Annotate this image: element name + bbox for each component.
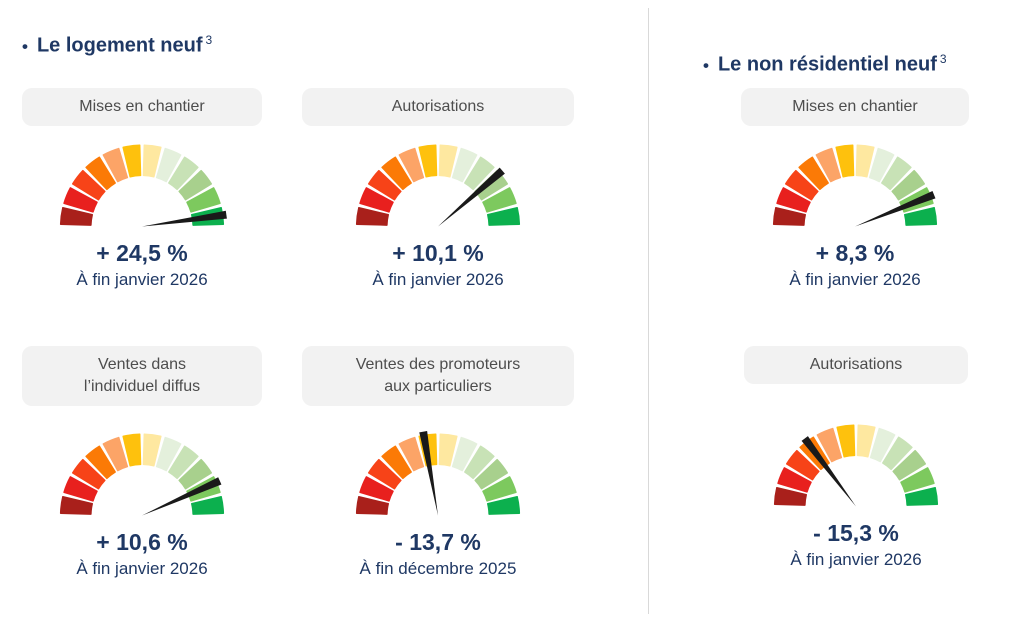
gauge-card-nonres-mises-en-chantier: Mises en chantier + 8,3 % À fin janvier … bbox=[741, 88, 969, 290]
footnote-ref: 3 bbox=[939, 52, 947, 66]
gauge-chart bbox=[773, 424, 939, 507]
gauge-needle bbox=[855, 190, 936, 227]
gauge-needle bbox=[142, 210, 227, 227]
gauge-period: À fin janvier 2026 bbox=[790, 550, 922, 569]
gauge-value: - 15,3 % bbox=[813, 520, 899, 546]
bullet-icon: • bbox=[22, 36, 28, 56]
gauge-period: À fin janvier 2026 bbox=[789, 270, 921, 289]
gauge-needle bbox=[142, 477, 222, 516]
gauge-card-ventes-promoteurs: Ventes des promoteurs aux particuliers -… bbox=[302, 346, 574, 579]
gauge-period: À fin janvier 2026 bbox=[372, 270, 504, 289]
gauge-period: À fin janvier 2026 bbox=[76, 270, 208, 289]
indicator-chip: Mises en chantier bbox=[22, 88, 262, 126]
section-title-text: Le non résidentiel neuf bbox=[717, 53, 937, 76]
gauge-period: À fin janvier 2026 bbox=[76, 559, 208, 578]
gauge-chart bbox=[772, 144, 938, 227]
gauge-value: + 10,1 % bbox=[392, 240, 484, 266]
gauge-card-nonres-autorisations: Autorisations - 15,3 % À fin janvier 202… bbox=[744, 346, 968, 570]
indicator-chip: Ventes dans l’individuel diffus bbox=[22, 346, 262, 406]
section-divider bbox=[648, 8, 649, 614]
indicator-chip: Ventes des promoteurs aux particuliers bbox=[302, 346, 574, 406]
gauge-value: + 8,3 % bbox=[815, 240, 895, 266]
gauge-chart bbox=[355, 144, 521, 227]
indicator-chip: Mises en chantier bbox=[741, 88, 969, 126]
gauge-chart bbox=[355, 430, 521, 516]
gauge-needle bbox=[801, 436, 856, 507]
gauge-needle bbox=[438, 167, 505, 227]
footnote-ref: 3 bbox=[205, 33, 213, 47]
gauge-period: À fin décembre 2025 bbox=[359, 559, 517, 578]
gauge-value: - 13,7 % bbox=[395, 529, 481, 555]
gauge-value: + 10,6 % bbox=[96, 529, 188, 555]
gauge-chart bbox=[59, 433, 225, 516]
section-title-text: Le logement neuf bbox=[36, 34, 203, 57]
gauge-card-logement-mises-en-chantier: Mises en chantier + 24,5 % À fin janvier… bbox=[22, 88, 262, 290]
indicator-chip: Autorisations bbox=[302, 88, 574, 126]
indicator-chip: Autorisations bbox=[744, 346, 968, 384]
gauge-value: + 24,5 % bbox=[96, 240, 188, 266]
gauge-chart bbox=[59, 144, 227, 227]
section-title-non-residentiel-neuf: • Le non résidentiel neuf 3 bbox=[703, 52, 947, 77]
section-title-logement-neuf: • Le logement neuf 3 bbox=[22, 33, 212, 58]
bullet-icon: • bbox=[703, 55, 709, 75]
gauge-needle bbox=[419, 430, 438, 516]
gauge-card-ventes-individuel-diffus: Ventes dans l’individuel diffus + 10,6 %… bbox=[22, 346, 262, 579]
gauge-card-logement-autorisations: Autorisations + 10,1 % À fin janvier 202… bbox=[302, 88, 574, 290]
